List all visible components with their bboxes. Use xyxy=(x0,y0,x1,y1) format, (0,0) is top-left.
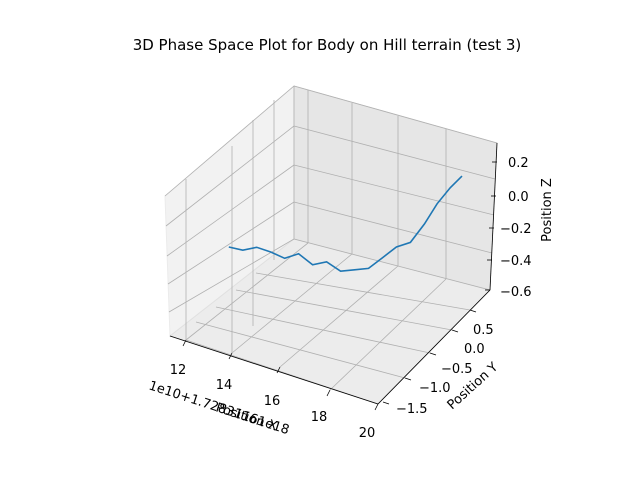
phase-line xyxy=(228,175,463,273)
z-tick-label: −0.4 xyxy=(500,254,532,269)
z-tick-label: 0.2 xyxy=(508,156,529,171)
chart-title: 3D Phase Space Plot for Body on Hill ter… xyxy=(133,36,522,54)
x-tick-label: 16 xyxy=(264,394,281,409)
x-tick-label: 14 xyxy=(216,378,233,393)
x-tick-label: 20 xyxy=(359,426,376,441)
y-tick-label: −1.5 xyxy=(396,402,428,417)
y-tick-label: −1.0 xyxy=(419,381,451,396)
x-tick-label: 18 xyxy=(311,410,328,425)
tick-marks xyxy=(182,161,497,411)
x-tick-label: 12 xyxy=(170,363,187,378)
z-tick-label: −0.6 xyxy=(500,285,532,300)
z-axis-label: Position Z xyxy=(540,178,555,242)
z-tick-label: 0.0 xyxy=(508,190,529,205)
y-tick-label: 0.5 xyxy=(473,323,494,338)
y-tick-label: −0.5 xyxy=(441,362,473,377)
y-tick-label: 0.0 xyxy=(464,342,485,357)
axis-lines xyxy=(169,142,498,405)
z-tick-label: −0.2 xyxy=(500,222,532,237)
